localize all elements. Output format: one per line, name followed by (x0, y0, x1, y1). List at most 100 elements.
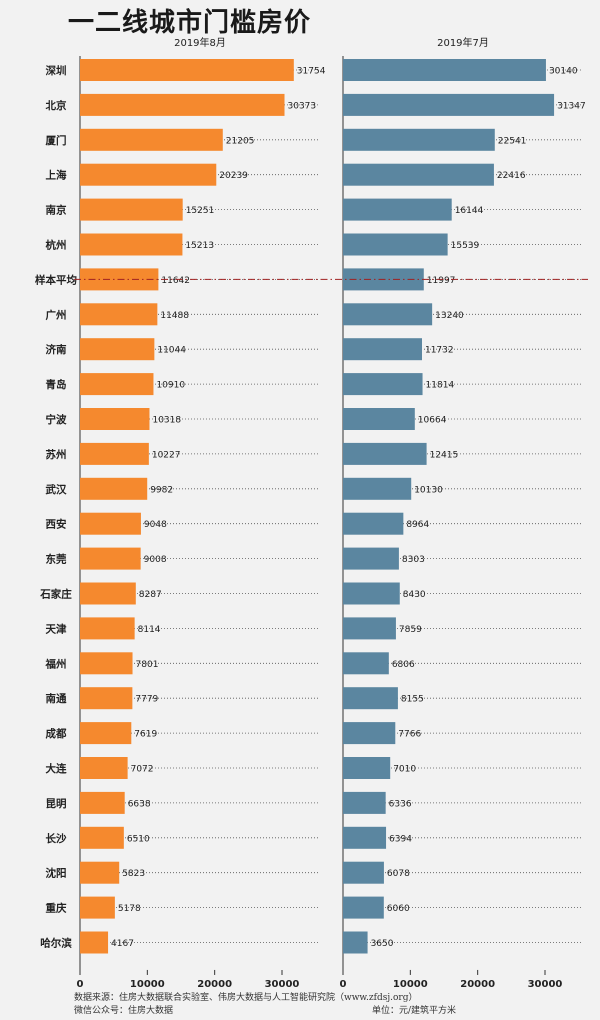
data-label: 6806 (392, 660, 415, 670)
bar (343, 198, 452, 221)
bar (80, 512, 141, 535)
data-label: 10130 (414, 485, 443, 495)
data-label: 21205 (226, 136, 255, 146)
bar (343, 826, 387, 849)
category-label: 青岛 (46, 378, 67, 391)
bar (343, 477, 412, 500)
bar (80, 757, 128, 779)
data-label: 8155 (401, 695, 424, 705)
bar (80, 861, 120, 884)
bar (80, 59, 294, 81)
bar (80, 163, 217, 186)
data-label: 8430 (403, 590, 426, 600)
x-tick-label: 0 (77, 979, 84, 990)
category-label: 北京 (46, 99, 67, 112)
bar (343, 373, 423, 396)
bar (80, 338, 155, 361)
data-label: 10318 (152, 416, 181, 426)
bar (343, 896, 384, 919)
data-label: 15251 (186, 206, 215, 216)
category-label: 武汉 (46, 483, 67, 496)
category-label: 济南 (46, 343, 67, 356)
data-label: 22416 (497, 171, 526, 181)
chart-title: 一二线城市门槛房价 (68, 8, 312, 38)
data-label: 10664 (418, 416, 447, 426)
bar (80, 93, 285, 116)
data-label: 11732 (425, 346, 454, 356)
data-label: 10910 (156, 381, 185, 391)
bar (343, 93, 555, 116)
category-label: 厦门 (46, 134, 67, 147)
data-label: 4167 (111, 939, 134, 949)
bar (343, 861, 384, 884)
data-label: 8114 (138, 625, 161, 635)
footer-unit: 单位：元/建筑平方米 (372, 1006, 457, 1016)
data-label: 9008 (144, 555, 167, 565)
data-label: 31347 (557, 101, 586, 111)
category-label: 宁波 (46, 413, 67, 426)
category-label: 长沙 (46, 832, 67, 845)
data-label: 7801 (136, 660, 159, 670)
category-label: 广州 (46, 308, 67, 321)
bar (80, 652, 133, 675)
data-label: 6336 (389, 799, 412, 809)
data-label: 5823 (122, 869, 145, 879)
data-label: 3650 (371, 939, 394, 949)
bar (343, 442, 427, 465)
category-label: 样本平均 (35, 273, 77, 286)
data-label: 6078 (387, 869, 410, 879)
category-label: 哈尔滨 (40, 937, 72, 950)
bar (343, 931, 368, 954)
data-label: 11642 (161, 276, 190, 286)
data-label: 20239 (219, 171, 248, 181)
series-header-1: 2019年7月 (437, 36, 489, 49)
category-label: 南京 (46, 204, 67, 217)
bar (80, 408, 150, 430)
x-tick-label: 0 (340, 979, 347, 990)
category-label: 杭州 (46, 239, 67, 252)
x-tick-label: 10000 (130, 979, 165, 990)
category-label: 天津 (46, 622, 67, 635)
data-label: 30373 (288, 101, 317, 111)
footer-wechat: 微信公众号：住房大数据 (74, 1006, 174, 1016)
bar (80, 617, 135, 640)
bar (80, 442, 149, 465)
category-label: 上海 (46, 169, 67, 182)
bar (343, 338, 422, 361)
x-tick-label: 10000 (393, 979, 428, 990)
series-header-0: 2019年8月 (174, 36, 226, 49)
bar (343, 617, 396, 640)
bar (343, 512, 404, 535)
bar (80, 791, 125, 814)
data-label: 11044 (157, 346, 186, 356)
footer-source: 数据来源：住房大数据联合实验室、伟房大数据与人工智能研究院（www.zfdsj.… (74, 993, 418, 1003)
bar (80, 582, 136, 605)
x-tick-label: 30000 (528, 979, 563, 990)
data-label: 6638 (128, 799, 151, 809)
category-label: 福州 (45, 657, 67, 670)
data-label: 30140 (549, 67, 578, 77)
data-label: 6394 (389, 834, 412, 844)
data-label: 6060 (387, 904, 410, 914)
bar (343, 233, 448, 256)
data-label: 7766 (398, 730, 421, 740)
data-label: 7072 (131, 765, 154, 775)
bar (343, 59, 546, 81)
bar (80, 303, 158, 326)
bar (80, 687, 133, 710)
data-label: 11997 (427, 276, 456, 286)
bar (343, 722, 396, 745)
data-label: 13240 (435, 311, 464, 321)
category-label: 成都 (46, 727, 67, 740)
data-label: 8303 (402, 555, 425, 565)
data-label: 15539 (451, 241, 480, 251)
data-label: 5178 (118, 904, 141, 914)
data-label: 11488 (160, 311, 189, 321)
data-label: 7859 (399, 625, 422, 635)
data-label: 7010 (393, 765, 416, 775)
data-label: 12415 (430, 450, 459, 460)
data-label: 10227 (152, 450, 181, 460)
category-label: 重庆 (46, 902, 67, 915)
bar (343, 652, 389, 675)
